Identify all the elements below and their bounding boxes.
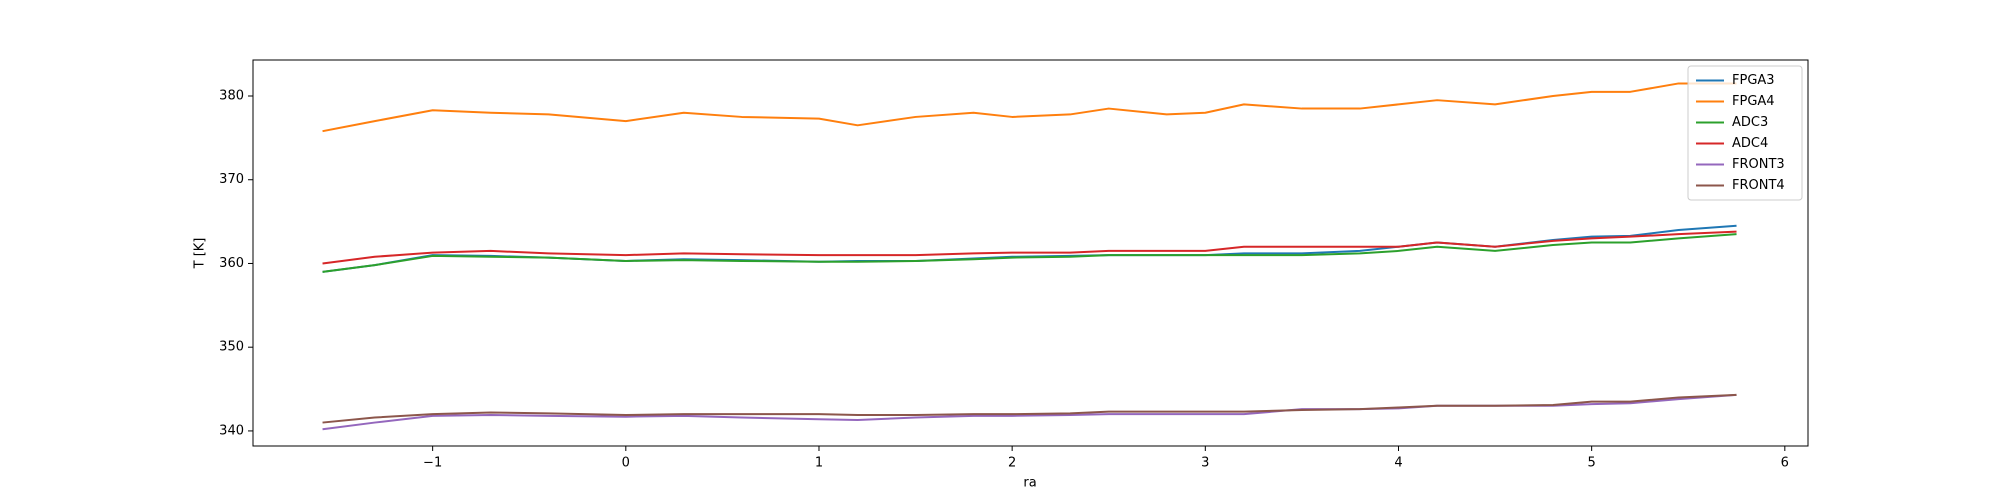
legend-label: ADC3 bbox=[1732, 115, 1768, 130]
line-series bbox=[322, 230, 1737, 265]
legend-label: FRONT3 bbox=[1732, 157, 1785, 172]
legend-label: FPGA3 bbox=[1732, 73, 1775, 88]
line-series bbox=[322, 393, 1737, 431]
x-tick-label: 2 bbox=[1008, 456, 1016, 471]
x-tick-label: 0 bbox=[622, 456, 630, 471]
x-tick-label: 6 bbox=[1781, 456, 1789, 471]
line-series bbox=[322, 233, 1737, 273]
y-tick-label: 370 bbox=[219, 172, 244, 187]
legend-label: FRONT4 bbox=[1732, 178, 1785, 193]
legend-box bbox=[1687, 65, 1803, 201]
x-tick-label: 1 bbox=[815, 456, 823, 471]
y-tick-label: 340 bbox=[219, 423, 244, 438]
x-tick-label: 4 bbox=[1394, 456, 1402, 471]
y-tick-label: 360 bbox=[219, 256, 244, 271]
x-tick-label: 5 bbox=[1588, 456, 1596, 471]
line-series bbox=[322, 393, 1737, 424]
line-series bbox=[322, 82, 1737, 133]
plot-frame bbox=[252, 59, 1809, 447]
y-axis-label: T [K] bbox=[193, 238, 208, 270]
legend-label: ADC4 bbox=[1732, 136, 1768, 151]
x-tick-label: 3 bbox=[1201, 456, 1209, 471]
y-tick-label: 380 bbox=[219, 89, 244, 104]
y-tick-label: 350 bbox=[219, 340, 244, 355]
legend-label: FPGA4 bbox=[1732, 94, 1775, 109]
x-axis-label: ra bbox=[1023, 476, 1036, 491]
x-tick-label: −1 bbox=[423, 456, 442, 471]
